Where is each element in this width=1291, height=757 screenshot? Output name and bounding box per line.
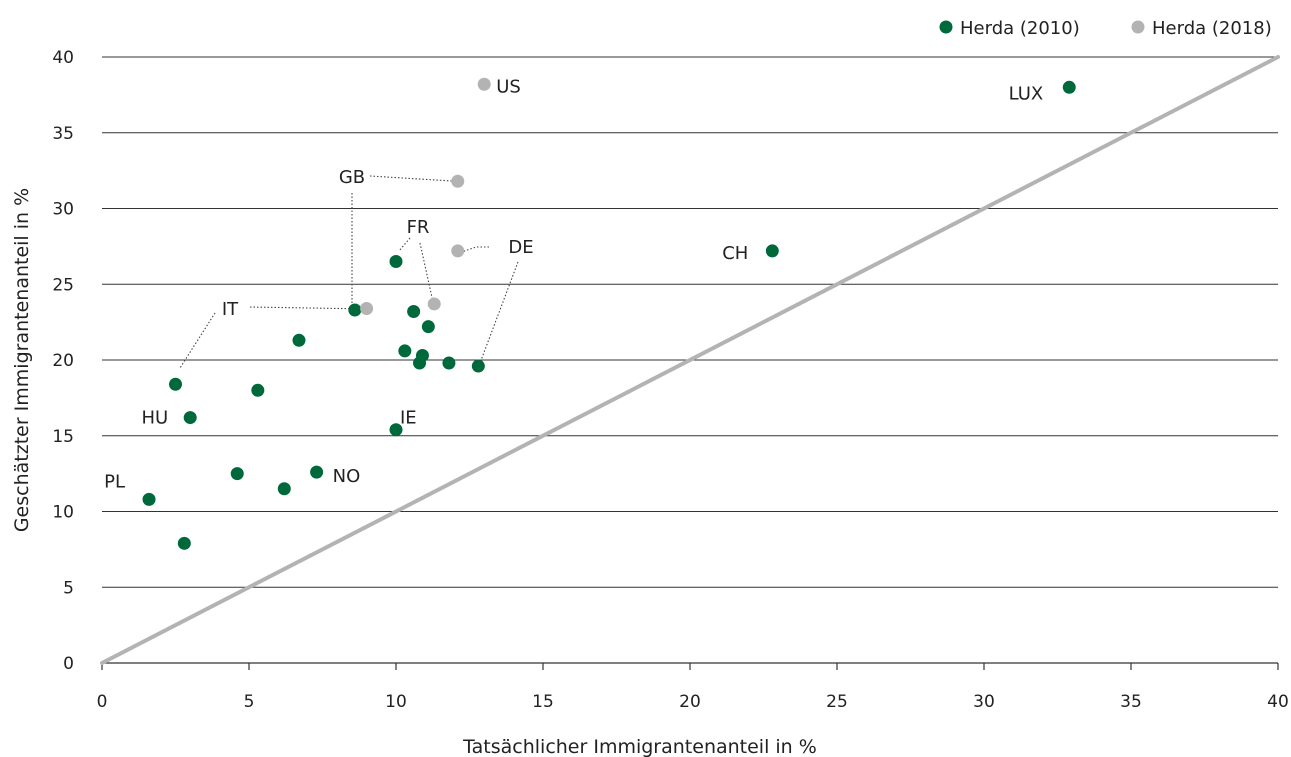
point-label: US — [496, 76, 521, 97]
y-tick-label: 35 — [52, 124, 74, 144]
callout-leader-line — [458, 246, 489, 254]
x-tick-label: 5 — [244, 692, 255, 712]
callout-leader-line — [419, 242, 434, 303]
callout-leader-line — [249, 306, 371, 310]
data-point — [389, 255, 403, 269]
reference-line-group — [100, 55, 1280, 665]
callout-label: IT — [222, 299, 239, 320]
point-labels: PL HU NO IE CH LUX US GB FR DE IT — [104, 76, 1043, 492]
y-tick-label: 30 — [52, 200, 74, 220]
data-point — [1062, 80, 1076, 94]
y-tick-label: 25 — [52, 275, 74, 295]
data-point — [421, 320, 435, 334]
y-tick-label: 20 — [52, 351, 74, 371]
data-point — [765, 244, 779, 258]
data-point — [451, 174, 465, 188]
data-point — [398, 344, 412, 358]
x-axis-title: Tatsächlicher Immigrantenanteil in % — [462, 736, 817, 757]
data-point — [471, 359, 485, 373]
data-point — [389, 423, 403, 437]
legend-marker — [1131, 20, 1145, 34]
callout-label: GB — [339, 167, 365, 188]
y-axis-title: Geschätzter Immigrantenanteil in % — [11, 188, 33, 532]
y-tick-label: 5 — [63, 578, 74, 598]
point-label: PL — [104, 471, 125, 492]
reference-line — [100, 55, 1280, 665]
data-point — [142, 492, 156, 506]
data-point — [251, 383, 265, 397]
data-point — [183, 411, 197, 425]
data-point — [427, 297, 441, 311]
callout-leader-line — [398, 237, 411, 252]
point-label: NO — [333, 466, 361, 487]
y-tick-label: 10 — [52, 503, 74, 523]
x-tick-label: 30 — [973, 692, 995, 712]
callout-leader-line — [479, 261, 519, 364]
y-tick-label: 15 — [52, 427, 74, 447]
data-point — [169, 377, 182, 391]
point-label: IE — [400, 408, 417, 429]
x-tick-label: 25 — [826, 692, 848, 712]
y-tick-label: 40 — [52, 48, 74, 68]
callout-lines — [179, 175, 519, 369]
x-tick-label: 0 — [97, 692, 108, 712]
x-tick-label: 10 — [385, 692, 407, 712]
data-point — [292, 333, 306, 347]
point-label: LUX — [1009, 83, 1044, 104]
data-point — [360, 301, 374, 315]
callout-label: FR — [407, 217, 430, 238]
axes: 0 5 10 15 20 25 30 35 40 0 5 10 15 20 25 30 35 40 — [52, 48, 1288, 712]
callout-leader-line — [179, 312, 216, 369]
data-point — [442, 356, 456, 370]
x-tick-label: 15 — [532, 692, 554, 712]
callout-leader-line — [369, 175, 453, 182]
callout-label: DE — [508, 237, 533, 258]
data-point — [310, 465, 324, 479]
data-point — [407, 305, 421, 319]
data-point — [277, 482, 291, 496]
data-point — [348, 303, 362, 317]
x-tick-label: 20 — [679, 692, 701, 712]
point-label: HU — [141, 408, 168, 429]
data-point — [477, 77, 491, 91]
x-tick-label: 35 — [1120, 692, 1142, 712]
y-tick-label: 0 — [63, 654, 74, 674]
data-point — [451, 244, 465, 258]
x-tick-label: 40 — [1267, 692, 1289, 712]
point-label: CH — [722, 243, 748, 264]
data-point — [415, 348, 429, 362]
legend: Herda (2010) Herda (2018) — [939, 18, 1272, 39]
data-point — [177, 536, 191, 550]
gridlines — [102, 56, 1278, 588]
data-point — [230, 467, 244, 481]
legend-marker — [939, 20, 953, 34]
legend-label: Herda (2018) — [1152, 18, 1272, 39]
legend-label: Herda (2010) — [960, 18, 1080, 39]
data-points — [142, 77, 1076, 550]
